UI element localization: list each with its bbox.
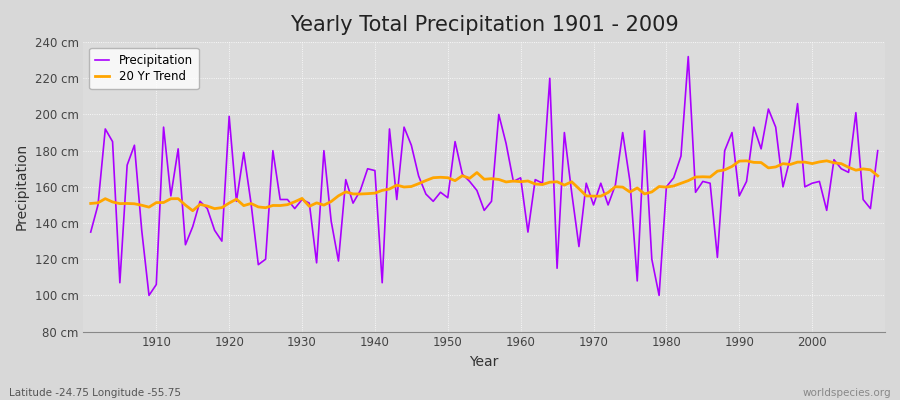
20 Yr Trend bbox=[822, 158, 832, 163]
Title: Yearly Total Precipitation 1901 - 2009: Yearly Total Precipitation 1901 - 2009 bbox=[290, 15, 679, 35]
20 Yr Trend bbox=[144, 205, 155, 210]
Precipitation bbox=[151, 282, 162, 287]
Precipitation bbox=[610, 183, 621, 188]
Legend: Precipitation, 20 Yr Trend: Precipitation, 20 Yr Trend bbox=[89, 48, 199, 89]
Text: Latitude -24.75 Longitude -55.75: Latitude -24.75 Longitude -55.75 bbox=[9, 388, 181, 398]
Line: 20 Yr Trend: 20 Yr Trend bbox=[91, 161, 878, 211]
20 Yr Trend bbox=[523, 178, 534, 183]
Precipitation bbox=[515, 176, 526, 180]
20 Yr Trend bbox=[311, 200, 322, 205]
20 Yr Trend bbox=[515, 179, 526, 184]
20 Yr Trend bbox=[187, 208, 198, 213]
Line: Precipitation: Precipitation bbox=[91, 56, 878, 295]
Precipitation bbox=[311, 260, 322, 265]
Precipitation bbox=[355, 188, 365, 193]
Precipitation bbox=[872, 148, 883, 153]
20 Yr Trend bbox=[86, 201, 96, 206]
20 Yr Trend bbox=[355, 192, 365, 196]
Precipitation bbox=[144, 293, 155, 298]
X-axis label: Year: Year bbox=[470, 355, 499, 369]
Precipitation bbox=[86, 230, 96, 234]
Y-axis label: Precipitation: Precipitation bbox=[15, 143, 29, 230]
Precipitation bbox=[523, 230, 534, 234]
20 Yr Trend bbox=[872, 174, 883, 178]
Precipitation bbox=[683, 54, 694, 59]
20 Yr Trend bbox=[610, 184, 621, 189]
Text: worldspecies.org: worldspecies.org bbox=[803, 388, 891, 398]
